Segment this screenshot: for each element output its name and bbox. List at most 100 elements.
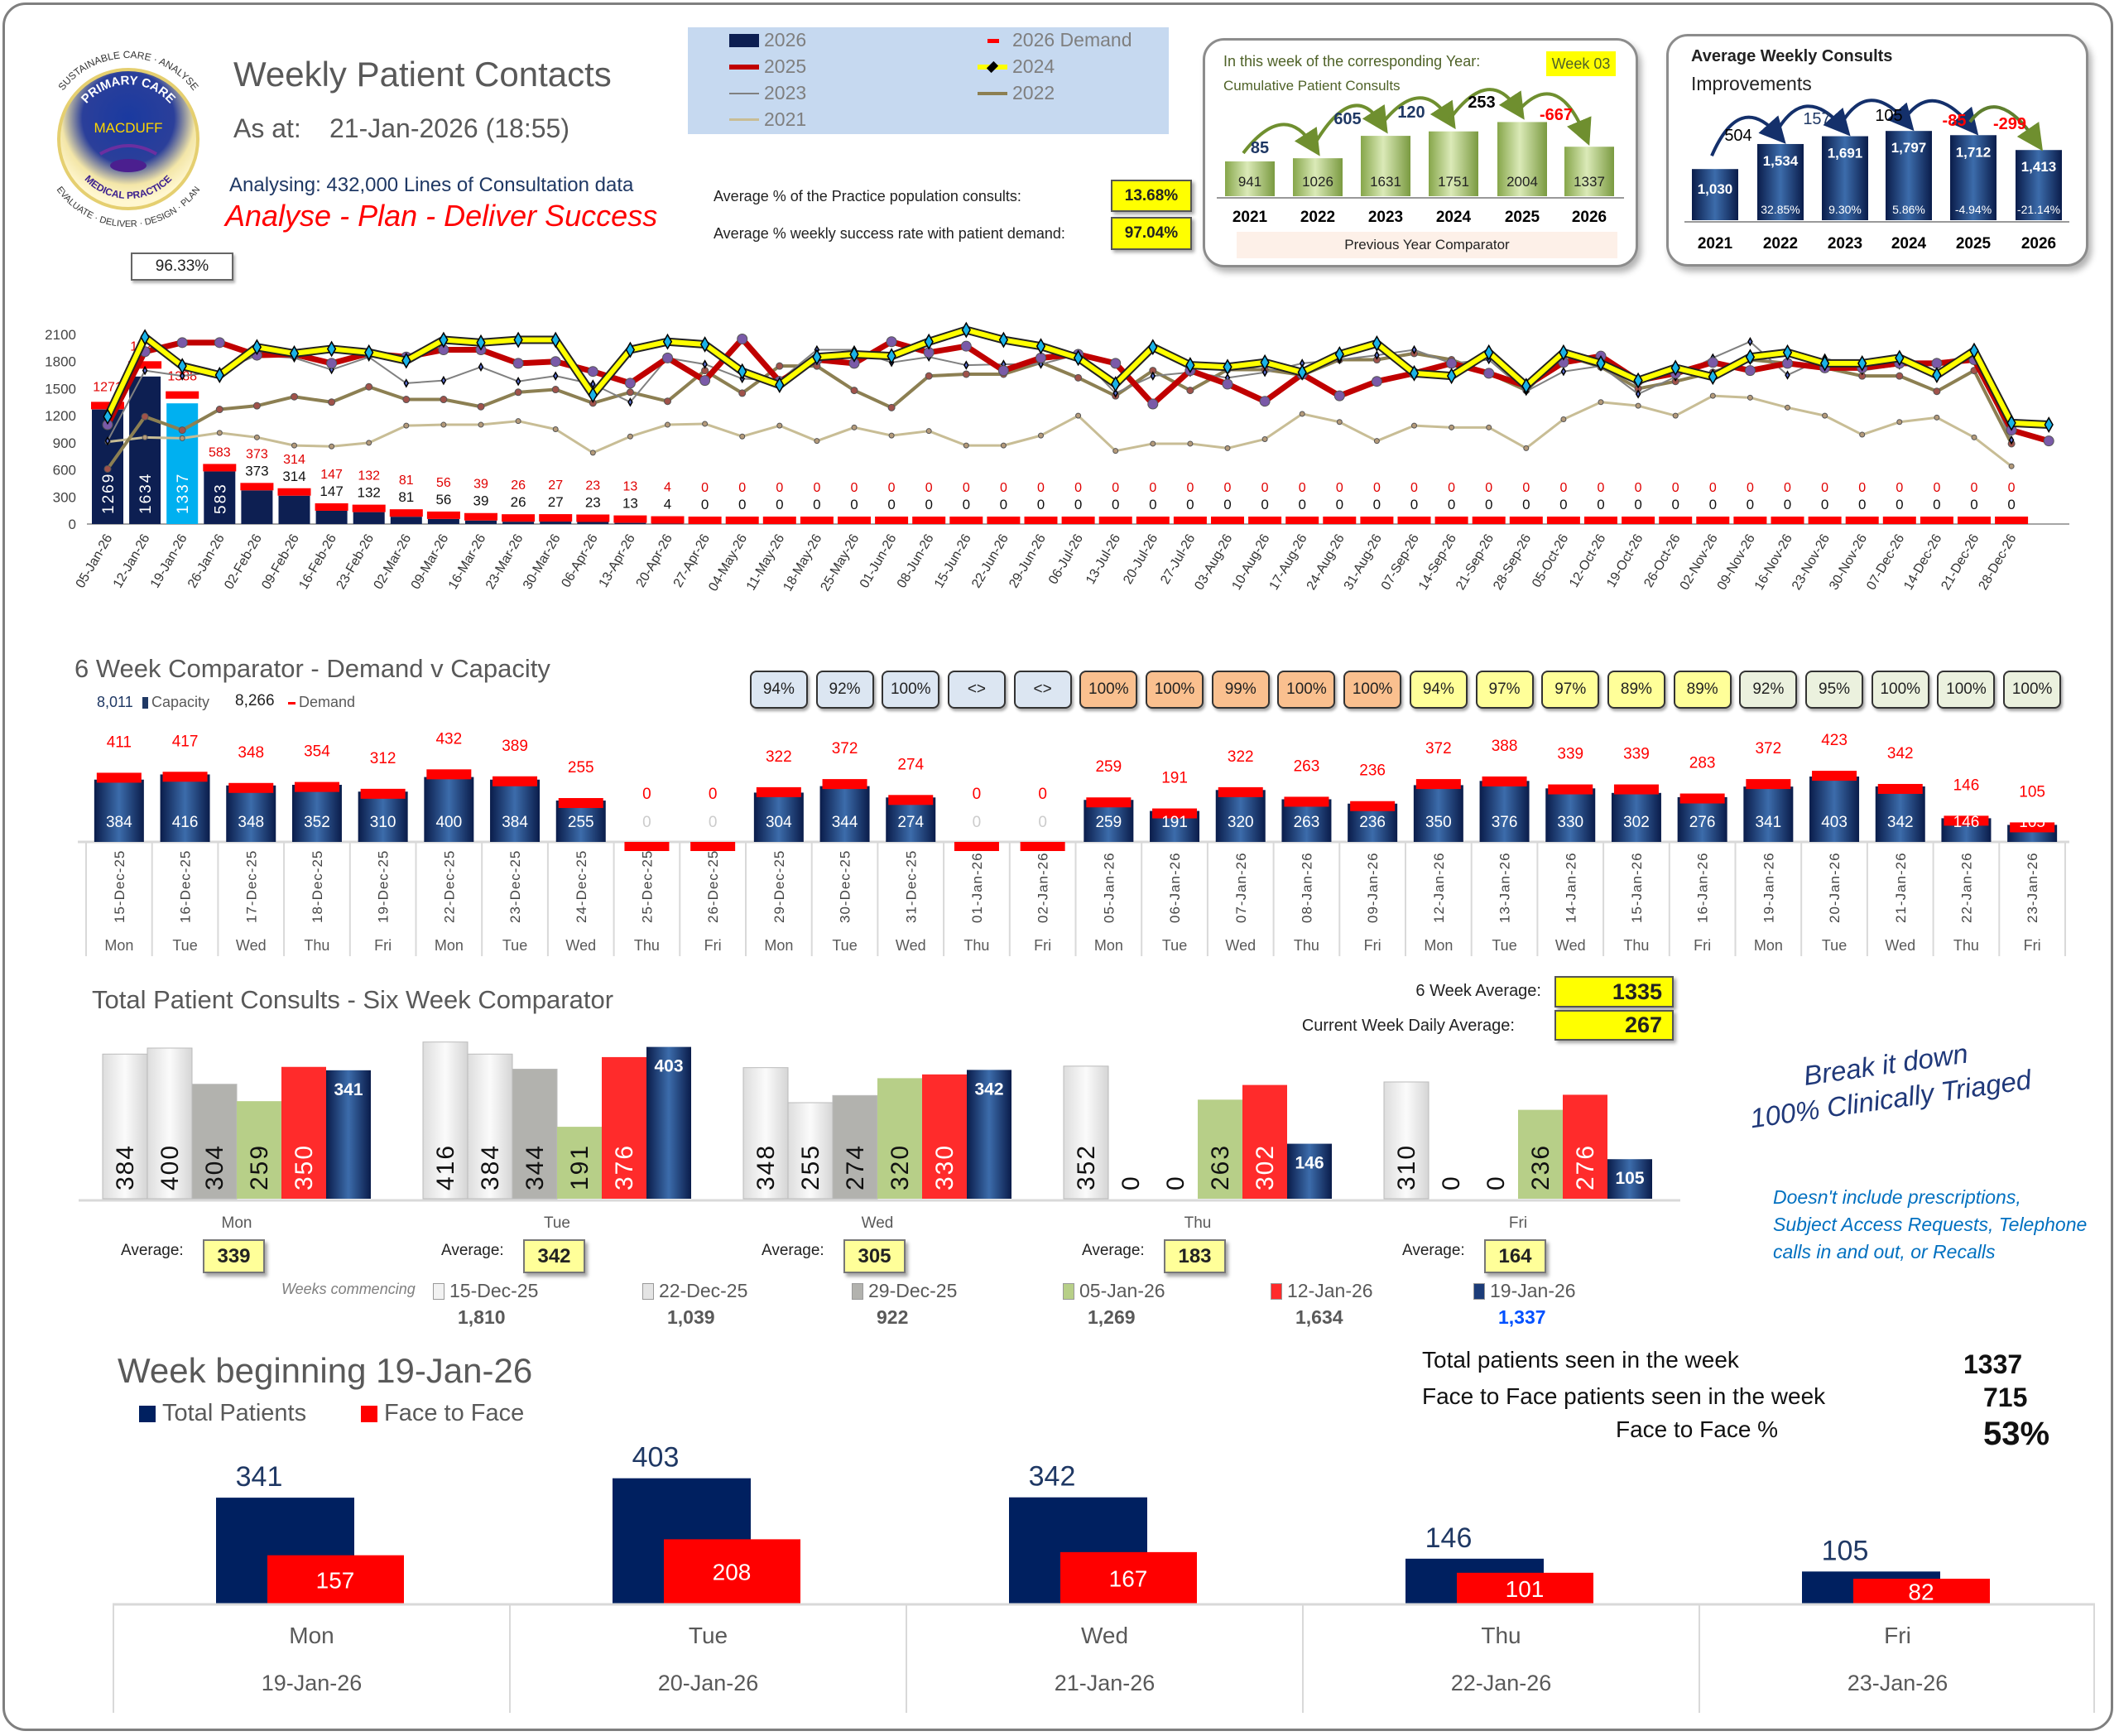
demand-value-label: 0 [1933, 481, 1940, 495]
consult-bar-value: 384 [112, 1144, 139, 1190]
week-legend-item: 22-Dec-25 [642, 1280, 747, 1302]
average-weekly-subheading: Improvements [1691, 73, 1812, 94]
day-name: Mon [289, 1623, 334, 1648]
demand-value-label: 4 [664, 481, 671, 495]
as-at-value: 21-Jan-2026 (18:55) [329, 113, 569, 143]
series-marker-2024 [401, 352, 411, 369]
series-marker-2021 [1486, 424, 1492, 430]
average-year-label: 2022 [1763, 235, 1798, 252]
demand-value: 348 [238, 744, 264, 762]
x-tick-label: 28-Dec-26 [1976, 531, 2019, 592]
capacity-value: 384 [502, 814, 528, 831]
series-marker-2021 [925, 428, 932, 435]
day-date: 23-Jan-26 [1847, 1671, 1948, 1695]
face-to-face-bar [267, 1555, 404, 1604]
series-marker-2024 [1782, 344, 1793, 361]
demand-value-label: 0 [1112, 481, 1119, 495]
bar-2026 [614, 522, 646, 524]
x-tick-label: 09-Feb-26 [259, 531, 302, 592]
demand-value-label: 583 [209, 445, 231, 459]
average-bar-value: 1,691 [1828, 146, 1863, 161]
demand-value-label: 0 [1186, 481, 1194, 495]
legend-item-2024: 2024 [978, 55, 1055, 78]
cumulative-year-label: 2024 [1436, 209, 1472, 226]
consult-bar-value: 416 [432, 1144, 459, 1190]
cumulative-bar-value: 1337 [1574, 174, 1605, 190]
day-name: Thu [1481, 1623, 1521, 1648]
consults-title: Total Patient Consults - Six Week Compar… [92, 985, 614, 1014]
date-label: 23-Dec-25 [507, 850, 523, 923]
series-marker-2024 [1969, 342, 1979, 359]
day-label: Thu [304, 937, 329, 954]
demand-marker [838, 517, 871, 524]
demand-value-label: 27 [548, 478, 563, 493]
demand-marker [1472, 517, 1506, 524]
day-label: Mon [1094, 937, 1123, 954]
day-average-value: 164 [1484, 1239, 1546, 1273]
demand-marker [1679, 793, 1725, 804]
average-bar-value: 1,797 [1891, 140, 1927, 156]
capacity-bar [1479, 781, 1530, 842]
x-tick-label: 07-Sep-26 [1379, 531, 1422, 592]
week-legend-label: 05-Jan-26 [1079, 1280, 1165, 1301]
demand-marker [1350, 801, 1396, 811]
capacity-bar [226, 785, 276, 842]
average-bar [1822, 136, 1868, 220]
series-marker-2025 [326, 358, 338, 369]
week-swatch-icon [433, 1282, 444, 1300]
consult-bar-value: 276 [1572, 1144, 1599, 1190]
average-year-label: 2021 [1698, 235, 1733, 252]
demand-marker [502, 514, 536, 522]
x-tick-label: 03-Aug-26 [1192, 531, 1235, 592]
series-marker-2022 [1186, 387, 1194, 395]
demand-marker [1877, 783, 1923, 794]
bar-value-label: 0 [738, 497, 746, 512]
bar-value-label: 0 [1298, 497, 1305, 512]
demand-value-label: 0 [1485, 481, 1492, 495]
demand-marker [1136, 517, 1170, 524]
date-label: 22-Dec-25 [441, 850, 457, 923]
series-marker-2024 [1297, 363, 1307, 381]
chart-legend: 2026 2026 Demand 2025 2024 2023 2022 202… [688, 27, 1169, 134]
series-marker-2023 [2008, 435, 2015, 445]
series-marker-2024 [924, 333, 934, 350]
series-marker-2021 [366, 440, 372, 446]
series-marker-2024 [1111, 376, 1121, 392]
demand-value-label: 0 [1709, 481, 1717, 495]
x-tick-label: 02-Nov-26 [1678, 531, 1721, 592]
x-tick-label: 12-Jan-26 [111, 531, 153, 590]
capacity-value: 330 [1557, 814, 1583, 831]
series-marker-2022 [291, 392, 298, 401]
series-marker-2025 [176, 337, 188, 349]
demand-value: 417 [172, 733, 199, 750]
bar-value-label: 0 [813, 497, 820, 512]
note-line: Subject Access Requests, Telephone [1773, 1214, 2088, 1235]
demand-value-label: 0 [813, 481, 820, 495]
demand-value-label: 0 [1299, 481, 1306, 495]
series-marker-2024 [476, 334, 486, 351]
series-marker-2023 [1635, 389, 1641, 399]
demand-marker [426, 769, 472, 780]
average-bar [1886, 131, 1932, 220]
series-marker-2021 [1373, 438, 1380, 445]
demand-value-label: 0 [1074, 481, 1082, 495]
capacity-value: 400 [435, 814, 462, 831]
bar-value-label: 0 [701, 497, 709, 512]
series-marker-2024 [1446, 368, 1457, 385]
series-marker-2021 [440, 421, 447, 428]
demand-value-label: 0 [1522, 481, 1530, 495]
x-tick-label: 30-Nov-26 [1827, 531, 1870, 592]
demand-value: 259 [1095, 758, 1122, 776]
week-total: 1,039 [667, 1306, 715, 1328]
legend-label: 2025 [764, 55, 807, 77]
total-patients-swatch-icon [139, 1406, 156, 1422]
day-label: Wed [896, 937, 926, 954]
date-label: 21-Jan-26 [1893, 852, 1909, 923]
x-tick-label: 10-Aug-26 [1229, 531, 1272, 592]
bar-2026 [315, 510, 348, 524]
demand-marker [1812, 771, 1857, 781]
bar-2026 [427, 518, 459, 524]
bar-swatch-icon [729, 33, 759, 47]
consult-bar-value: 0 [1162, 1175, 1189, 1190]
